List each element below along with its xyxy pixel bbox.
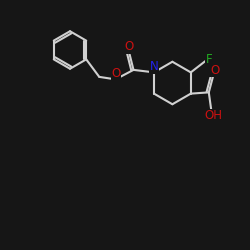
Text: OH: OH	[205, 110, 223, 122]
Text: O: O	[210, 64, 219, 77]
Text: O: O	[124, 40, 134, 54]
Text: N: N	[150, 60, 158, 74]
Text: O: O	[111, 67, 120, 80]
Text: F: F	[206, 54, 212, 66]
